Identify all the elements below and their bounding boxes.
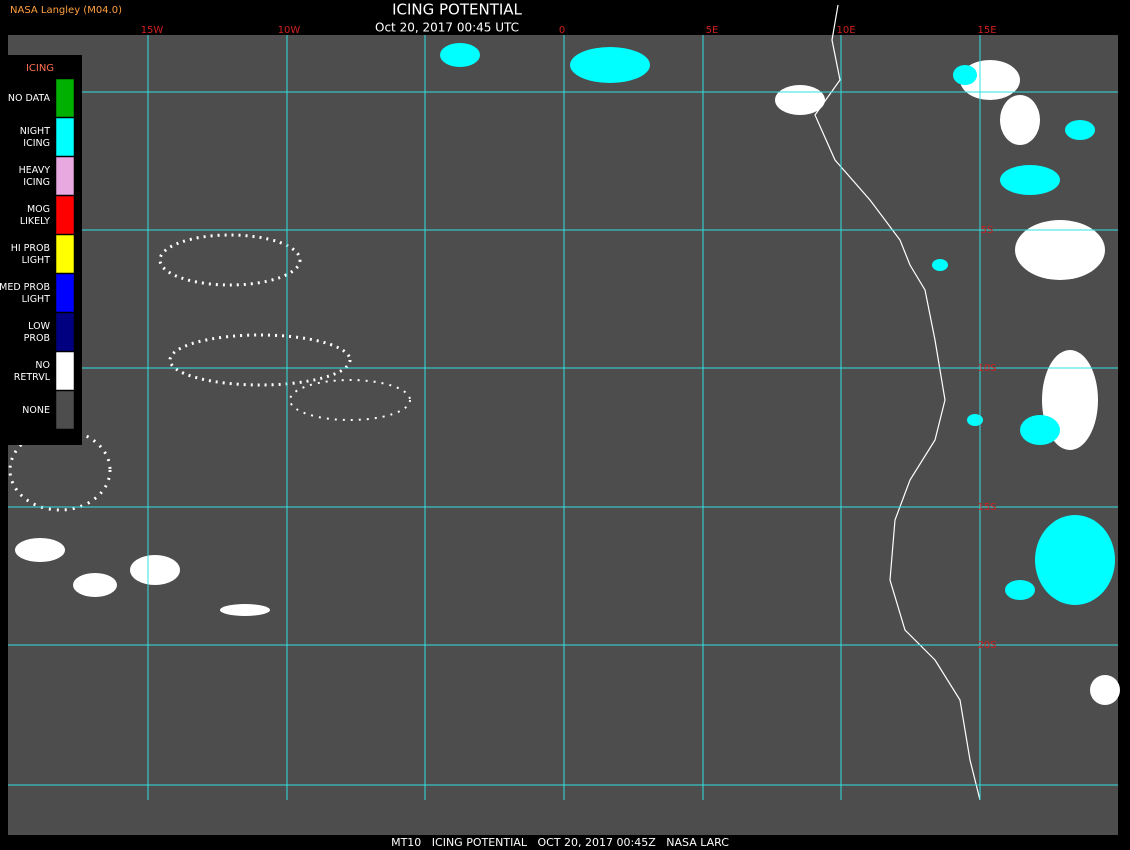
legend-label: HEAVY — [19, 165, 51, 176]
longitude-label: 0 — [559, 25, 565, 36]
longitude-label: 10E — [836, 25, 855, 36]
legend-swatch — [55, 273, 75, 313]
legend-label: MED PROB — [0, 282, 50, 293]
legend-swatch — [55, 195, 75, 235]
legend-swatch — [55, 390, 75, 430]
legend-label: RETRVL — [14, 372, 51, 383]
night-icing-areas — [440, 43, 1115, 605]
image-area — [8, 35, 1118, 835]
legend-label: LIKELY — [20, 216, 50, 227]
graticule — [8, 35, 1118, 800]
legend-swatch — [55, 117, 75, 157]
latitude-label: 15S — [977, 502, 996, 513]
legend-swatch — [55, 156, 75, 196]
longitude-label: 5E — [706, 25, 719, 36]
legend-swatch — [55, 234, 75, 274]
legend-label: NONE — [22, 405, 50, 416]
legend-label: LIGHT — [22, 255, 51, 266]
legend-swatch — [55, 312, 75, 352]
source-label: NASA Langley (M04.0) — [10, 5, 122, 16]
legend-label: MOG — [27, 204, 50, 215]
legend-label: NIGHT — [20, 126, 50, 137]
longitude-label: 10W — [278, 25, 301, 36]
legend-swatch — [55, 351, 75, 391]
clouds — [8, 60, 1120, 705]
latitude-label: 10S — [977, 363, 996, 374]
latitude-label: 20S — [977, 640, 996, 651]
legend-label: ICING — [23, 177, 50, 188]
map-subtitle: Oct 20, 2017 00:45 UTC — [375, 21, 519, 35]
longitude-label: 15E — [977, 25, 996, 36]
coastline — [814, 4, 981, 801]
legend-label: ICING — [23, 138, 50, 149]
legend-label: HI PROB — [11, 243, 50, 254]
longitude-label: 15W — [141, 25, 164, 36]
latitude-label: 5S — [981, 225, 994, 236]
footer: MT10 ICING POTENTIAL OCT 20, 2017 00:45Z… — [391, 836, 729, 849]
legend-label: NO DATA — [8, 93, 51, 104]
map-title: ICING POTENTIAL — [392, 1, 522, 19]
legend-label: LIGHT — [22, 294, 51, 305]
legend-label: PROB — [24, 333, 50, 344]
legend-label: LOW — [28, 321, 50, 332]
legend-swatch — [55, 78, 75, 118]
legend-title: ICING — [26, 63, 54, 74]
legend-label: NO — [35, 360, 50, 371]
